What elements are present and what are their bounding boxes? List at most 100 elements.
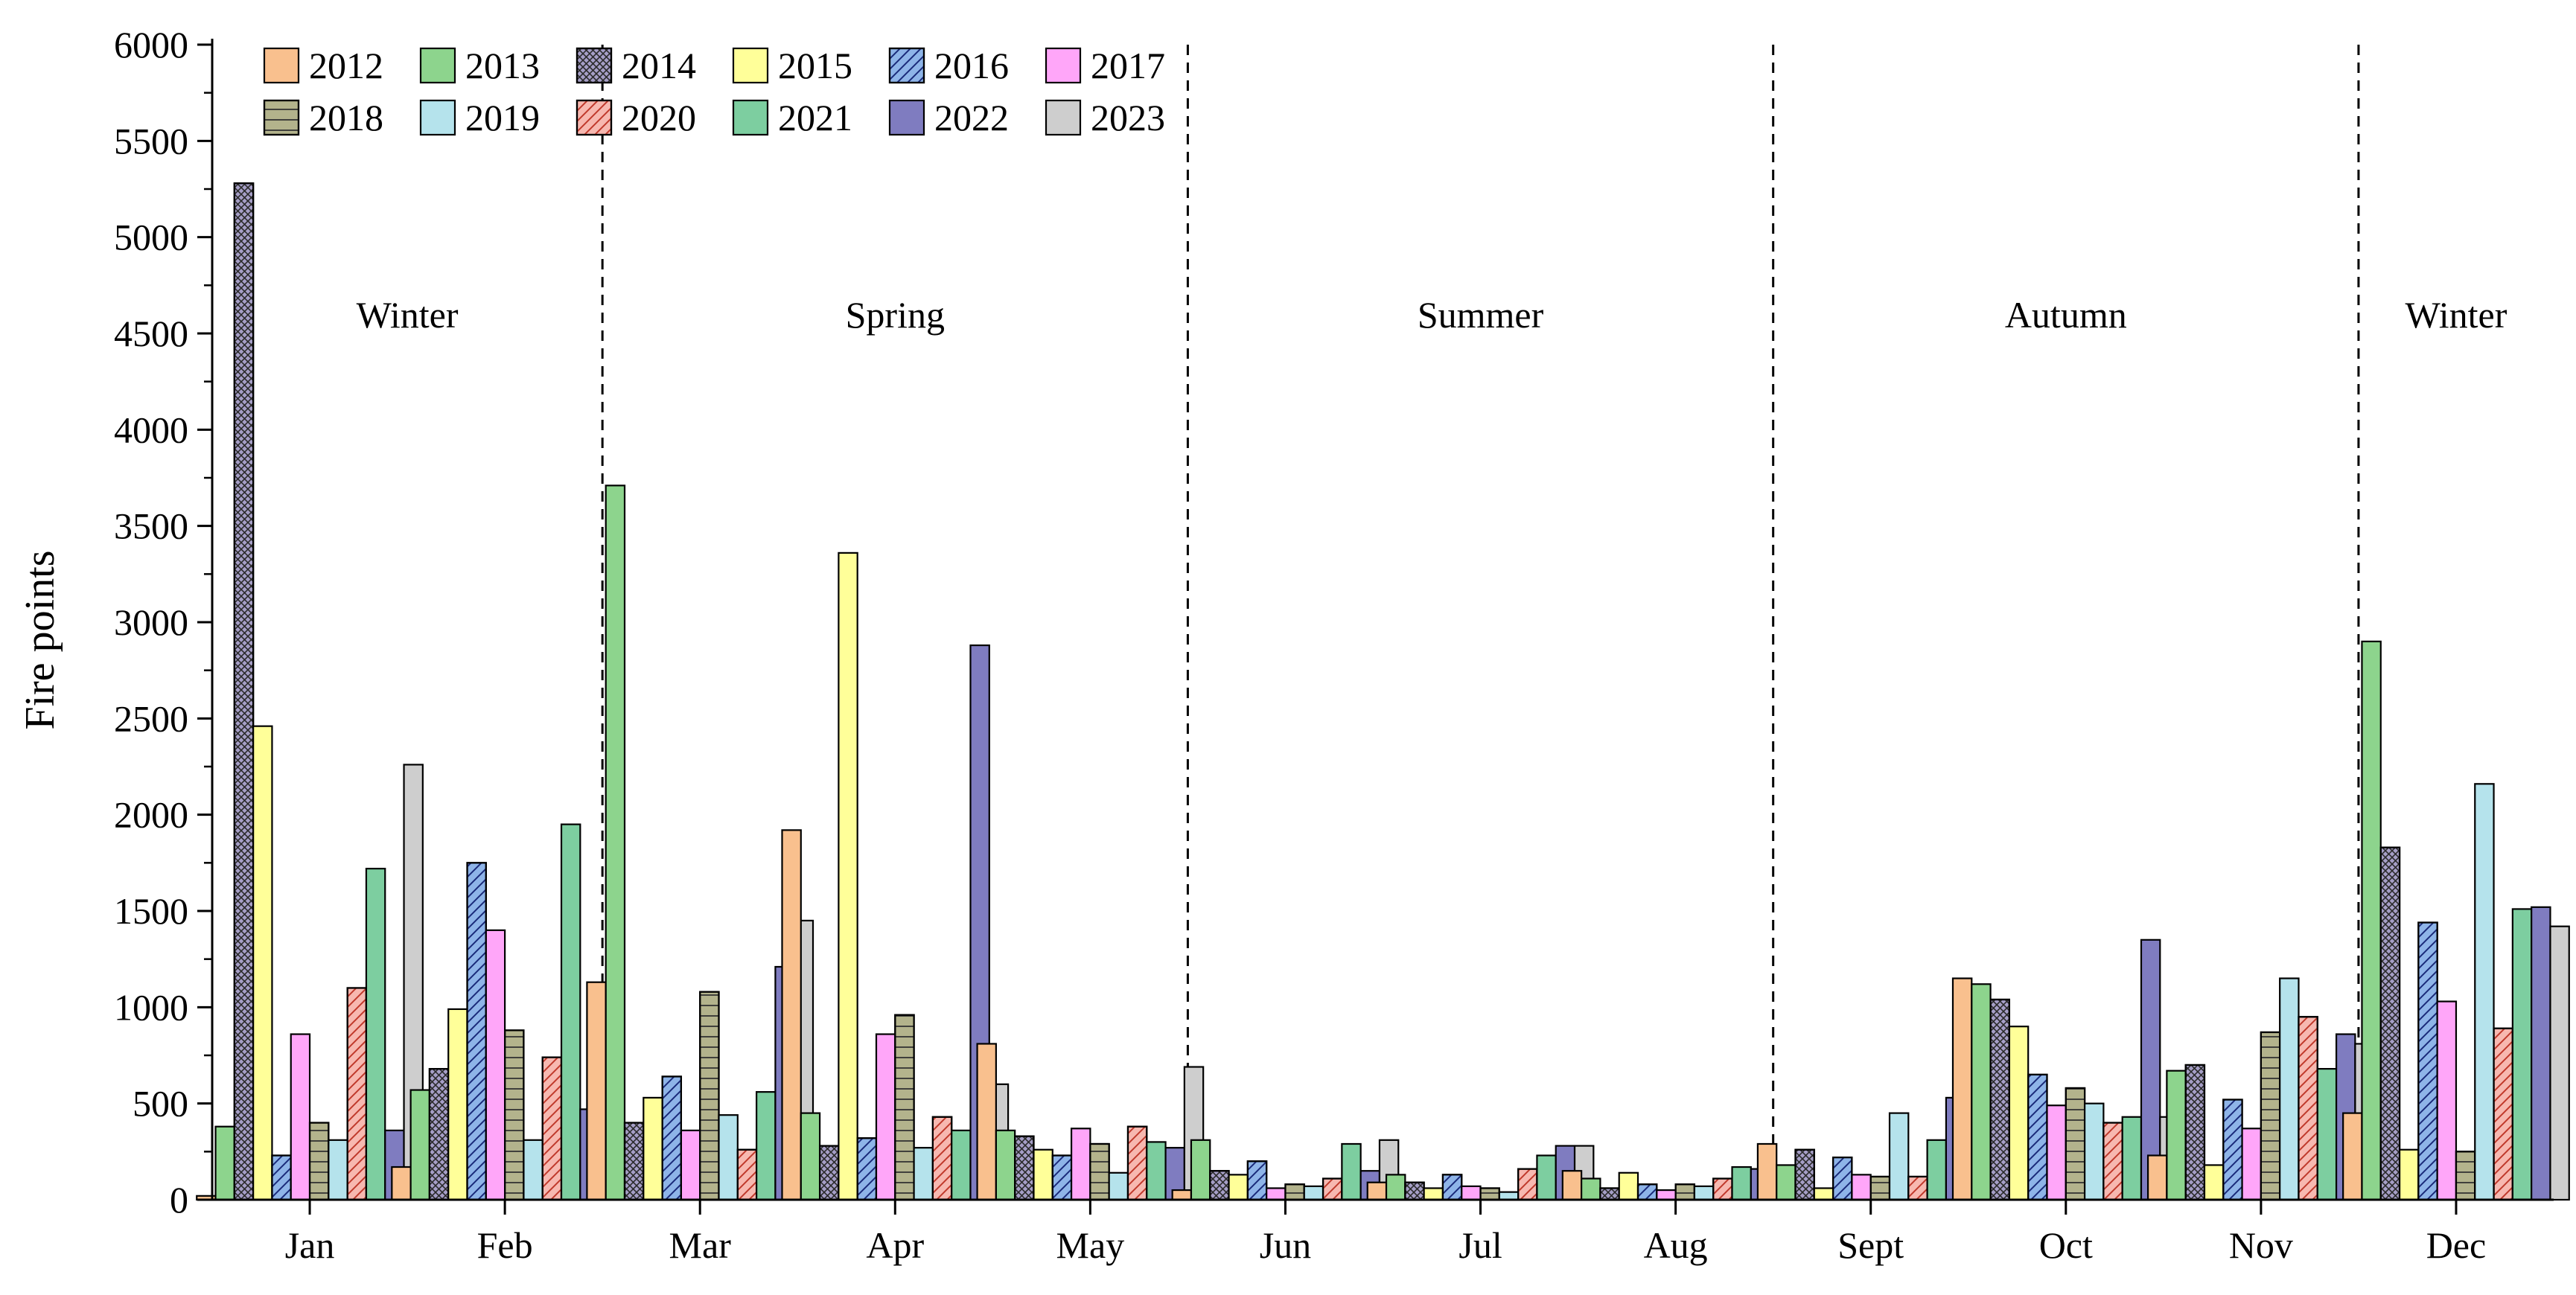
bar-feb-2021 <box>560 823 581 1201</box>
bar-jul-2013 <box>1385 1174 1406 1201</box>
legend-label: 2018 <box>309 97 383 138</box>
legend-swatch <box>732 47 769 84</box>
legend-label: 2014 <box>622 45 696 86</box>
bar-jan-2017 <box>290 1033 311 1201</box>
x-tick-label-apr: Apr <box>866 1224 924 1266</box>
bar-pattern-dec-2020 <box>2493 1027 2513 1201</box>
bar-pattern-nov-2014 <box>2184 1064 2206 1201</box>
legend-item-2018: 2018 <box>263 97 383 138</box>
legend-swatch <box>732 99 769 136</box>
bar-dec-2021 <box>2511 908 2533 1201</box>
y-tick-label: 2500 <box>114 697 188 739</box>
bar-pattern-oct-2014 <box>1989 998 2010 1201</box>
bar-nov-2019 <box>2279 977 2300 1201</box>
x-tick-label-aug: Aug <box>1644 1224 1708 1266</box>
bar-pattern-feb-2014 <box>428 1068 450 1201</box>
legend-item-2020: 2020 <box>576 97 696 138</box>
legend-swatch-pattern <box>576 47 613 84</box>
bar-pattern-mar-2014 <box>623 1122 645 1201</box>
bar-pattern-jan-2018 <box>308 1122 330 1201</box>
bar-may-2021 <box>1146 1141 1167 1201</box>
y-tick-label: 3000 <box>114 601 188 643</box>
bar-pattern-jul-2018 <box>1479 1187 1500 1201</box>
y-tick-label: 1000 <box>114 986 188 1028</box>
bar-jun-2021 <box>1341 1142 1362 1201</box>
bar-feb-2015 <box>447 1008 468 1201</box>
bar-pattern-apr-2014 <box>818 1145 840 1201</box>
x-tick-label-sept: Sept <box>1837 1224 1904 1266</box>
bar-aug-2021 <box>1731 1166 1752 1201</box>
bar-oct-2019 <box>2083 1102 2105 1201</box>
bar-dec-2013 <box>2361 640 2382 1201</box>
legend-item-2014: 2014 <box>576 45 696 86</box>
legend-label: 2012 <box>309 45 383 86</box>
legend-label: 2016 <box>934 45 1009 86</box>
legend-swatch <box>419 47 456 84</box>
bar-pattern-sept-2018 <box>1869 1175 1891 1201</box>
bar-oct-2012 <box>1951 977 1973 1201</box>
bar-pattern-sept-2020 <box>1907 1175 1928 1201</box>
bar-feb-2019 <box>523 1139 543 1201</box>
y-axis-title: Fire points <box>17 550 63 729</box>
legend-label: 2017 <box>1091 45 1165 86</box>
legend-swatch <box>1045 99 1082 136</box>
bar-dec-2022 <box>2531 906 2551 1201</box>
season-label-winter: Winter <box>357 294 459 336</box>
legend-item-2022: 2022 <box>888 97 1009 138</box>
bar-oct-2021 <box>2121 1116 2143 1201</box>
bar-jun-2015 <box>1228 1174 1249 1201</box>
season-label-winter: Winter <box>2406 294 2508 336</box>
bar-oct-2015 <box>2008 1026 2030 1201</box>
x-tick-label-nov: Nov <box>2229 1224 2293 1266</box>
legend-label: 2019 <box>465 97 540 138</box>
legend-swatch-pattern <box>888 47 925 84</box>
bar-feb-2013 <box>409 1089 431 1201</box>
legend-item-2017: 2017 <box>1045 45 1165 86</box>
bar-pattern-sept-2014 <box>1794 1148 1815 1201</box>
bar-pattern-mar-2020 <box>736 1148 758 1201</box>
bar-jan-2021 <box>365 867 386 1201</box>
bar-sept-2013 <box>1776 1164 1796 1201</box>
y-tick-label: 6000 <box>114 24 188 65</box>
bar-mar-2012 <box>586 981 607 1201</box>
x-tick-label-may: May <box>1056 1224 1125 1266</box>
legend-item-2012: 2012 <box>263 45 383 86</box>
bar-pattern-dec-2014 <box>2379 846 2401 1201</box>
bar-pattern-jul-2014 <box>1404 1181 1425 1201</box>
bar-nov-2015 <box>2203 1164 2225 1201</box>
bar-apr-2013 <box>800 1112 821 1201</box>
y-tick-label: 5500 <box>114 120 188 162</box>
bar-oct-2017 <box>2046 1104 2067 1201</box>
bar-pattern-feb-2018 <box>504 1029 525 1201</box>
x-tick-label-oct: Oct <box>2039 1224 2093 1266</box>
bar-may-2019 <box>1108 1171 1129 1201</box>
bar-pattern-oct-2020 <box>2102 1122 2123 1201</box>
bar-pattern-oct-2016 <box>2027 1073 2048 1201</box>
y-tick-label: 3500 <box>114 505 188 547</box>
bar-apr-2012 <box>781 829 802 1201</box>
legend-label: 2015 <box>778 45 852 86</box>
legend-label: 2013 <box>465 45 540 86</box>
bar-pattern-jan-2014 <box>233 182 255 1201</box>
x-axis-ticks: Jan Feb Mar Apr May Jun Jul Aug Sept Oct Nov Dec <box>285 1200 2486 1266</box>
legend-item-2023: 2023 <box>1045 97 1165 138</box>
bar-apr-2015 <box>838 551 858 1201</box>
bar-pattern-sept-2016 <box>1832 1156 1853 1201</box>
x-tick-label-dec: Dec <box>2426 1224 2487 1266</box>
bar-sept-2019 <box>1888 1112 1910 1201</box>
x-tick-label-jun: Jun <box>1260 1224 1311 1266</box>
legend-swatch <box>1045 47 1082 84</box>
legend-swatch-pattern <box>576 99 613 136</box>
bar-dec-2023 <box>2549 925 2570 1201</box>
bar-may-2017 <box>1070 1128 1091 1201</box>
bar-nov-2021 <box>2316 1068 2338 1201</box>
y-tick-label: 1500 <box>114 890 188 932</box>
bars <box>196 182 2570 1201</box>
bar-nov-2012 <box>2146 1154 2168 1201</box>
season-dividers <box>601 45 2360 1200</box>
bar-pattern-dec-2018 <box>2455 1151 2476 1201</box>
bar-may-2013 <box>995 1129 1016 1201</box>
bar-pattern-jan-2020 <box>346 987 368 1201</box>
legend-label: 2022 <box>934 97 1009 138</box>
